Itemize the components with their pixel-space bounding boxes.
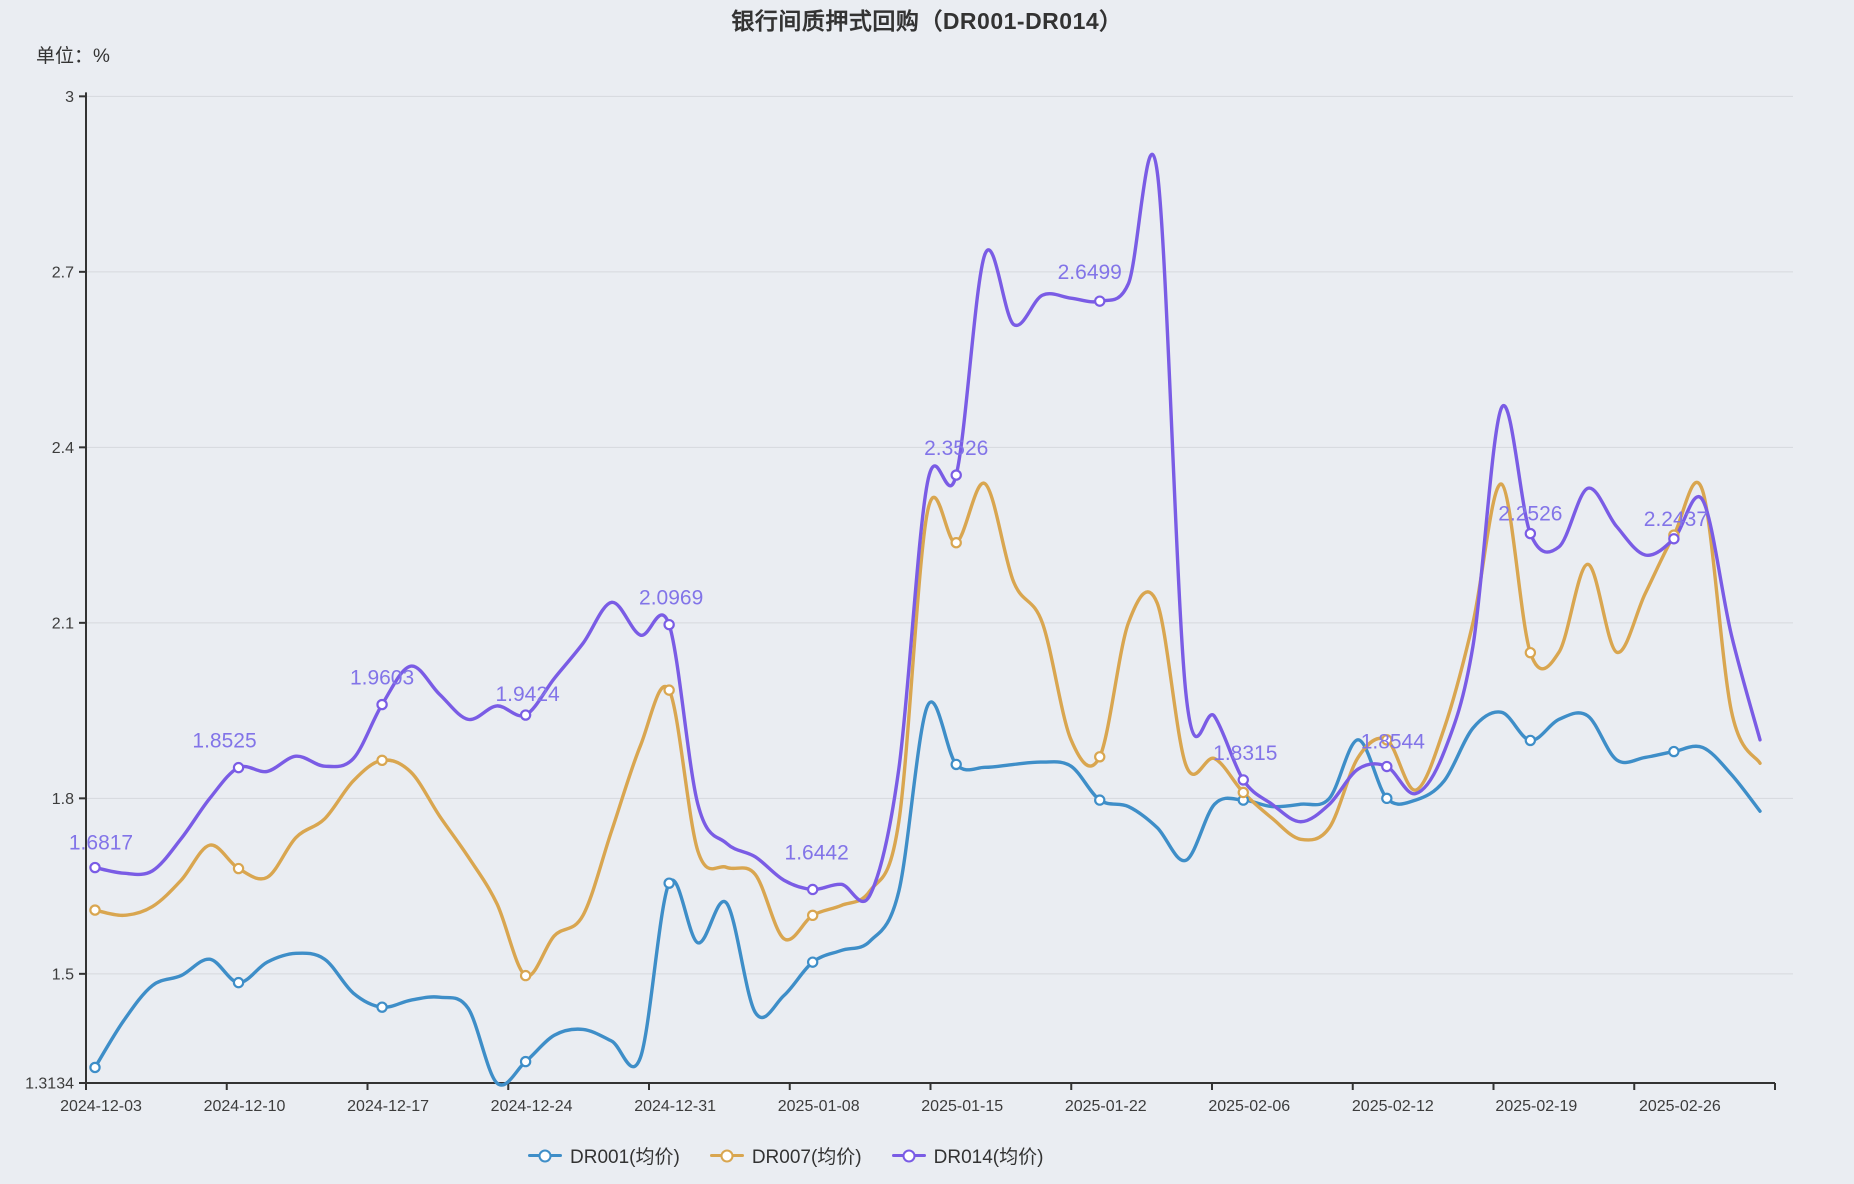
chart-legend: DR001(均价) DR007(均价) DR014(均价) <box>528 1142 1043 1169</box>
point-value-label: 1.6442 <box>785 841 849 864</box>
y-axis-tick-label: 3 <box>65 89 74 106</box>
point-value-label: 1.9603 <box>350 667 414 690</box>
point-value-label: 2.2526 <box>1498 503 1562 526</box>
data-point-marker[interactable] <box>806 883 819 896</box>
x-axis-tick-label: 2024-12-31 <box>634 1098 716 1115</box>
point-value-label: 1.6817 <box>69 832 133 855</box>
data-point-marker[interactable] <box>1668 533 1680 545</box>
data-point-marker[interactable] <box>376 1001 388 1013</box>
data-point-marker[interactable] <box>663 684 675 696</box>
line-circle-icon <box>709 1149 744 1163</box>
point-value-label: 2.0969 <box>639 587 703 610</box>
line-circle-icon <box>528 1149 562 1163</box>
x-axis-tick-label: 2025-02-19 <box>1495 1098 1577 1115</box>
x-axis-tick-label: 2025-02-26 <box>1639 1098 1721 1115</box>
legend-label: DR001(均价) <box>570 1147 680 1168</box>
y-axis-unit-label: 单位：% <box>36 46 110 67</box>
point-value-label: 1.8544 <box>1361 731 1426 754</box>
data-point-marker[interactable] <box>806 956 819 968</box>
page-title: 银行间质押式回购（DR001-DR014） <box>731 8 1123 34</box>
point-value-label: 1.9424 <box>495 683 560 706</box>
x-axis-tick-label: 2025-01-15 <box>921 1098 1003 1115</box>
data-point-marker[interactable] <box>663 877 675 889</box>
data-point-marker[interactable] <box>1524 527 1537 540</box>
point-value-label: 2.3526 <box>924 437 988 460</box>
data-point-marker[interactable] <box>232 976 245 989</box>
y-axis-tick-label: 2.7 <box>52 264 74 281</box>
data-point-marker[interactable] <box>1381 792 1393 805</box>
x-axis-tick-label: 2025-01-08 <box>778 1098 860 1115</box>
x-axis-tick-label: 2024-12-03 <box>60 1098 142 1115</box>
series-line-DR001[interactable] <box>93 700 1762 1087</box>
data-point-marker[interactable] <box>950 758 962 771</box>
data-point-marker[interactable] <box>232 761 245 774</box>
data-point-marker[interactable] <box>519 1055 532 1068</box>
data-point-marker[interactable] <box>950 469 962 481</box>
y-axis-tick-label: 2.1 <box>52 615 74 632</box>
data-point-marker[interactable] <box>519 969 532 982</box>
data-point-marker[interactable] <box>950 536 962 549</box>
x-axis-tick-label: 2024-12-24 <box>491 1098 573 1115</box>
legend-item-dr014[interactable]: DR014(均价) <box>891 1142 1044 1169</box>
data-point-marker[interactable] <box>1524 646 1537 659</box>
data-point-marker[interactable] <box>663 618 675 631</box>
point-value-label: 1.8525 <box>192 730 256 753</box>
x-axis-tick-label: 2025-01-22 <box>1065 1098 1147 1115</box>
data-point-marker[interactable] <box>1094 295 1106 307</box>
series-line-DR014[interactable] <box>93 152 1762 904</box>
x-axis-tick-label: 2024-12-17 <box>347 1098 429 1115</box>
data-point-marker[interactable] <box>1668 745 1680 758</box>
point-value-label: 2.2437 <box>1644 508 1708 531</box>
data-point-marker[interactable] <box>806 909 819 922</box>
x-axis-tick-label: 2025-02-12 <box>1352 1098 1434 1115</box>
data-point-marker[interactable] <box>232 862 245 875</box>
data-point-marker[interactable] <box>1237 774 1249 786</box>
legend-item-dr007[interactable]: DR007(均价) <box>709 1142 862 1169</box>
data-point-marker[interactable] <box>1237 786 1249 799</box>
data-point-marker[interactable] <box>376 698 388 711</box>
legend-label: DR007(均价) <box>751 1147 862 1168</box>
data-point-marker[interactable] <box>1381 760 1393 773</box>
y-axis-tick-label: 2.4 <box>52 440 74 457</box>
x-axis-tick-label: 2025-02-06 <box>1208 1098 1290 1115</box>
legend-label: DR014(均价) <box>933 1147 1044 1168</box>
data-point-marker[interactable] <box>1094 751 1106 763</box>
data-point-marker[interactable] <box>1524 734 1537 747</box>
x-axis-tick-label: 2024-12-10 <box>204 1098 286 1115</box>
data-point-marker[interactable] <box>1094 794 1106 806</box>
data-point-marker[interactable] <box>519 709 532 721</box>
series-line-DR007[interactable] <box>93 480 1762 978</box>
y-axis-tick-label: 1.5 <box>52 966 74 983</box>
y-axis-tick-label: 1.8 <box>52 791 74 808</box>
line-circle-icon <box>891 1149 926 1163</box>
legend-item-dr001[interactable]: DR001(均价) <box>528 1142 680 1169</box>
data-point-marker[interactable] <box>89 1061 101 1074</box>
data-point-marker[interactable] <box>1381 734 1393 746</box>
data-point-marker[interactable] <box>376 754 388 767</box>
y-axis-tick-label: 1.3134 <box>25 1076 74 1093</box>
data-point-marker[interactable] <box>89 904 101 916</box>
data-point-marker[interactable] <box>89 861 101 874</box>
point-value-label: 2.6499 <box>1058 261 1122 284</box>
point-value-label: 1.8315 <box>1213 742 1277 765</box>
